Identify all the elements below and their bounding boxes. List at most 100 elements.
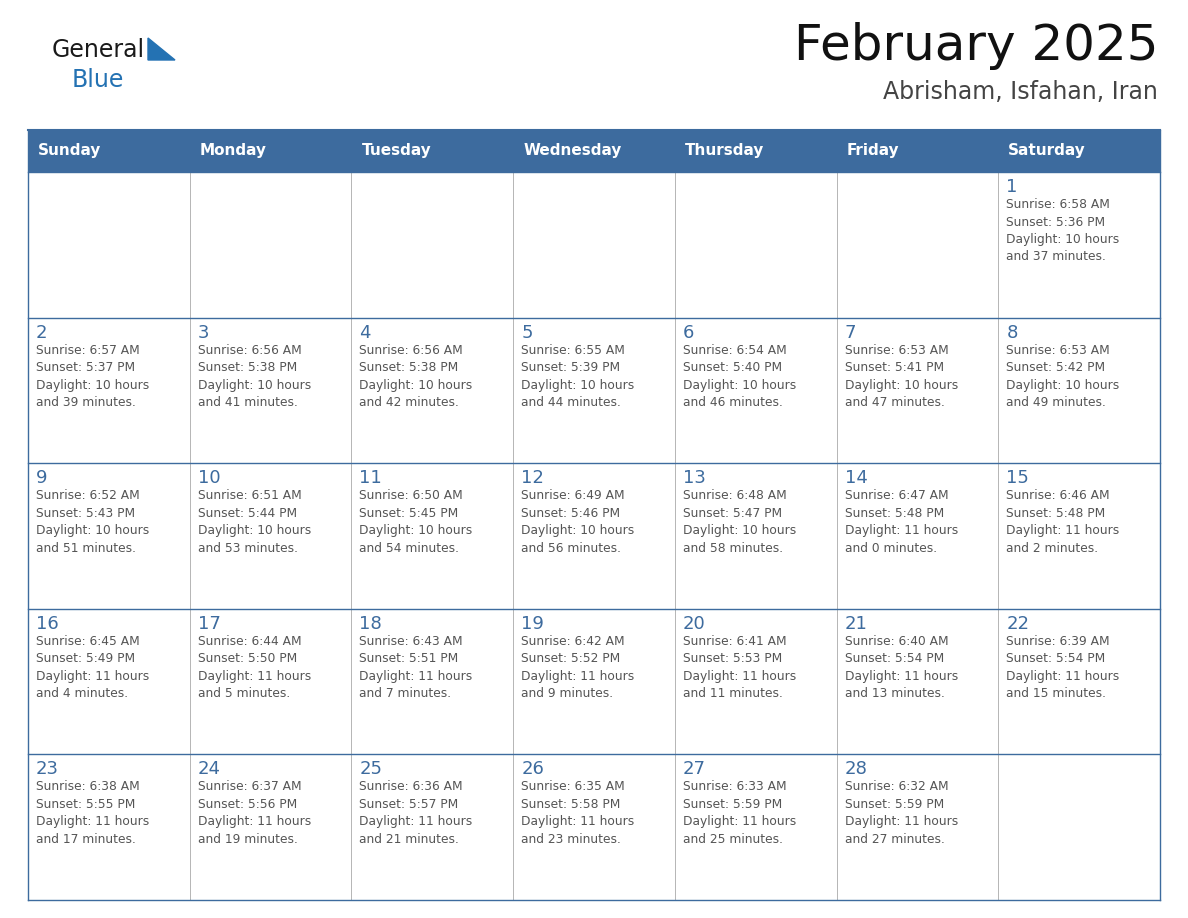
Bar bbox=[836, 318, 998, 464]
Bar bbox=[352, 464, 513, 609]
Text: Sunrise: 6:40 AM
Sunset: 5:54 PM
Daylight: 11 hours
and 13 minutes.: Sunrise: 6:40 AM Sunset: 5:54 PM Dayligh… bbox=[845, 635, 958, 700]
Text: 5: 5 bbox=[522, 324, 532, 341]
Bar bbox=[352, 318, 513, 464]
Text: 15: 15 bbox=[1006, 469, 1029, 487]
Text: 2: 2 bbox=[36, 324, 48, 341]
Text: 1: 1 bbox=[1006, 178, 1018, 196]
Bar bbox=[675, 609, 836, 755]
Text: Sunrise: 6:56 AM
Sunset: 5:38 PM
Daylight: 10 hours
and 42 minutes.: Sunrise: 6:56 AM Sunset: 5:38 PM Dayligh… bbox=[360, 343, 473, 409]
Text: Sunrise: 6:58 AM
Sunset: 5:36 PM
Daylight: 10 hours
and 37 minutes.: Sunrise: 6:58 AM Sunset: 5:36 PM Dayligh… bbox=[1006, 198, 1119, 263]
Text: Sunday: Sunday bbox=[38, 143, 101, 159]
Text: Sunrise: 6:49 AM
Sunset: 5:46 PM
Daylight: 10 hours
and 56 minutes.: Sunrise: 6:49 AM Sunset: 5:46 PM Dayligh… bbox=[522, 489, 634, 554]
Text: Sunrise: 6:56 AM
Sunset: 5:38 PM
Daylight: 10 hours
and 41 minutes.: Sunrise: 6:56 AM Sunset: 5:38 PM Dayligh… bbox=[197, 343, 311, 409]
Bar bbox=[190, 755, 352, 900]
Text: 3: 3 bbox=[197, 324, 209, 341]
Bar bbox=[675, 318, 836, 464]
Text: Thursday: Thursday bbox=[684, 143, 764, 159]
Text: Friday: Friday bbox=[847, 143, 899, 159]
Text: Sunrise: 6:51 AM
Sunset: 5:44 PM
Daylight: 10 hours
and 53 minutes.: Sunrise: 6:51 AM Sunset: 5:44 PM Dayligh… bbox=[197, 489, 311, 554]
Text: Sunrise: 6:43 AM
Sunset: 5:51 PM
Daylight: 11 hours
and 7 minutes.: Sunrise: 6:43 AM Sunset: 5:51 PM Dayligh… bbox=[360, 635, 473, 700]
Bar bbox=[836, 464, 998, 609]
Text: 17: 17 bbox=[197, 615, 221, 633]
Text: 28: 28 bbox=[845, 760, 867, 778]
Text: Sunrise: 6:53 AM
Sunset: 5:41 PM
Daylight: 10 hours
and 47 minutes.: Sunrise: 6:53 AM Sunset: 5:41 PM Dayligh… bbox=[845, 343, 958, 409]
Text: Sunrise: 6:42 AM
Sunset: 5:52 PM
Daylight: 11 hours
and 9 minutes.: Sunrise: 6:42 AM Sunset: 5:52 PM Dayligh… bbox=[522, 635, 634, 700]
Bar bbox=[29, 755, 190, 900]
Bar bbox=[675, 464, 836, 609]
Bar bbox=[29, 318, 190, 464]
Text: Tuesday: Tuesday bbox=[361, 143, 431, 159]
Bar bbox=[190, 609, 352, 755]
Text: 26: 26 bbox=[522, 760, 544, 778]
Bar bbox=[836, 172, 998, 318]
Bar bbox=[29, 464, 190, 609]
Text: 25: 25 bbox=[360, 760, 383, 778]
Text: 22: 22 bbox=[1006, 615, 1029, 633]
Text: Sunrise: 6:33 AM
Sunset: 5:59 PM
Daylight: 11 hours
and 25 minutes.: Sunrise: 6:33 AM Sunset: 5:59 PM Dayligh… bbox=[683, 780, 796, 845]
Bar bbox=[998, 172, 1159, 318]
Text: 10: 10 bbox=[197, 469, 220, 487]
Bar bbox=[29, 609, 190, 755]
Text: 9: 9 bbox=[36, 469, 48, 487]
Bar bbox=[190, 318, 352, 464]
Bar bbox=[190, 464, 352, 609]
Text: 16: 16 bbox=[36, 615, 58, 633]
Bar bbox=[513, 609, 675, 755]
Bar bbox=[998, 755, 1159, 900]
Text: Sunrise: 6:47 AM
Sunset: 5:48 PM
Daylight: 11 hours
and 0 minutes.: Sunrise: 6:47 AM Sunset: 5:48 PM Dayligh… bbox=[845, 489, 958, 554]
Text: Sunrise: 6:35 AM
Sunset: 5:58 PM
Daylight: 11 hours
and 23 minutes.: Sunrise: 6:35 AM Sunset: 5:58 PM Dayligh… bbox=[522, 780, 634, 845]
Bar bbox=[836, 609, 998, 755]
Text: 14: 14 bbox=[845, 469, 867, 487]
Text: 18: 18 bbox=[360, 615, 383, 633]
Text: Sunrise: 6:32 AM
Sunset: 5:59 PM
Daylight: 11 hours
and 27 minutes.: Sunrise: 6:32 AM Sunset: 5:59 PM Dayligh… bbox=[845, 780, 958, 845]
Bar bbox=[513, 755, 675, 900]
Text: Sunrise: 6:52 AM
Sunset: 5:43 PM
Daylight: 10 hours
and 51 minutes.: Sunrise: 6:52 AM Sunset: 5:43 PM Dayligh… bbox=[36, 489, 150, 554]
Text: 6: 6 bbox=[683, 324, 694, 341]
Bar bbox=[998, 609, 1159, 755]
Text: Monday: Monday bbox=[200, 143, 267, 159]
Bar bbox=[998, 318, 1159, 464]
Text: Sunrise: 6:50 AM
Sunset: 5:45 PM
Daylight: 10 hours
and 54 minutes.: Sunrise: 6:50 AM Sunset: 5:45 PM Dayligh… bbox=[360, 489, 473, 554]
Text: 21: 21 bbox=[845, 615, 867, 633]
Text: 7: 7 bbox=[845, 324, 857, 341]
Text: 23: 23 bbox=[36, 760, 59, 778]
Text: Sunrise: 6:36 AM
Sunset: 5:57 PM
Daylight: 11 hours
and 21 minutes.: Sunrise: 6:36 AM Sunset: 5:57 PM Dayligh… bbox=[360, 780, 473, 845]
Text: 20: 20 bbox=[683, 615, 706, 633]
Bar bbox=[352, 172, 513, 318]
Text: 19: 19 bbox=[522, 615, 544, 633]
Text: Sunrise: 6:41 AM
Sunset: 5:53 PM
Daylight: 11 hours
and 11 minutes.: Sunrise: 6:41 AM Sunset: 5:53 PM Dayligh… bbox=[683, 635, 796, 700]
Bar bbox=[513, 318, 675, 464]
Text: Sunrise: 6:37 AM
Sunset: 5:56 PM
Daylight: 11 hours
and 19 minutes.: Sunrise: 6:37 AM Sunset: 5:56 PM Dayligh… bbox=[197, 780, 311, 845]
Text: Sunrise: 6:53 AM
Sunset: 5:42 PM
Daylight: 10 hours
and 49 minutes.: Sunrise: 6:53 AM Sunset: 5:42 PM Dayligh… bbox=[1006, 343, 1119, 409]
Text: 8: 8 bbox=[1006, 324, 1018, 341]
Text: 12: 12 bbox=[522, 469, 544, 487]
Text: Saturday: Saturday bbox=[1009, 143, 1086, 159]
Bar bbox=[352, 609, 513, 755]
Text: Sunrise: 6:39 AM
Sunset: 5:54 PM
Daylight: 11 hours
and 15 minutes.: Sunrise: 6:39 AM Sunset: 5:54 PM Dayligh… bbox=[1006, 635, 1119, 700]
Bar bbox=[513, 172, 675, 318]
Bar bbox=[675, 755, 836, 900]
Text: 13: 13 bbox=[683, 469, 706, 487]
Text: 4: 4 bbox=[360, 324, 371, 341]
Text: Abrisham, Isfahan, Iran: Abrisham, Isfahan, Iran bbox=[883, 80, 1158, 104]
Bar bbox=[998, 464, 1159, 609]
Text: 11: 11 bbox=[360, 469, 383, 487]
Text: Sunrise: 6:38 AM
Sunset: 5:55 PM
Daylight: 11 hours
and 17 minutes.: Sunrise: 6:38 AM Sunset: 5:55 PM Dayligh… bbox=[36, 780, 150, 845]
Bar bbox=[29, 172, 190, 318]
Text: Sunrise: 6:45 AM
Sunset: 5:49 PM
Daylight: 11 hours
and 4 minutes.: Sunrise: 6:45 AM Sunset: 5:49 PM Dayligh… bbox=[36, 635, 150, 700]
Bar bbox=[836, 755, 998, 900]
Text: Sunrise: 6:46 AM
Sunset: 5:48 PM
Daylight: 11 hours
and 2 minutes.: Sunrise: 6:46 AM Sunset: 5:48 PM Dayligh… bbox=[1006, 489, 1119, 554]
Bar bbox=[29, 130, 1159, 172]
Text: 27: 27 bbox=[683, 760, 706, 778]
Bar bbox=[190, 172, 352, 318]
Text: February 2025: February 2025 bbox=[794, 22, 1158, 70]
Text: 24: 24 bbox=[197, 760, 221, 778]
Text: General: General bbox=[52, 38, 145, 62]
Text: Wednesday: Wednesday bbox=[523, 143, 621, 159]
Bar bbox=[675, 172, 836, 318]
Polygon shape bbox=[148, 38, 175, 60]
Text: Sunrise: 6:57 AM
Sunset: 5:37 PM
Daylight: 10 hours
and 39 minutes.: Sunrise: 6:57 AM Sunset: 5:37 PM Dayligh… bbox=[36, 343, 150, 409]
Text: Blue: Blue bbox=[72, 68, 125, 92]
Text: Sunrise: 6:54 AM
Sunset: 5:40 PM
Daylight: 10 hours
and 46 minutes.: Sunrise: 6:54 AM Sunset: 5:40 PM Dayligh… bbox=[683, 343, 796, 409]
Text: Sunrise: 6:55 AM
Sunset: 5:39 PM
Daylight: 10 hours
and 44 minutes.: Sunrise: 6:55 AM Sunset: 5:39 PM Dayligh… bbox=[522, 343, 634, 409]
